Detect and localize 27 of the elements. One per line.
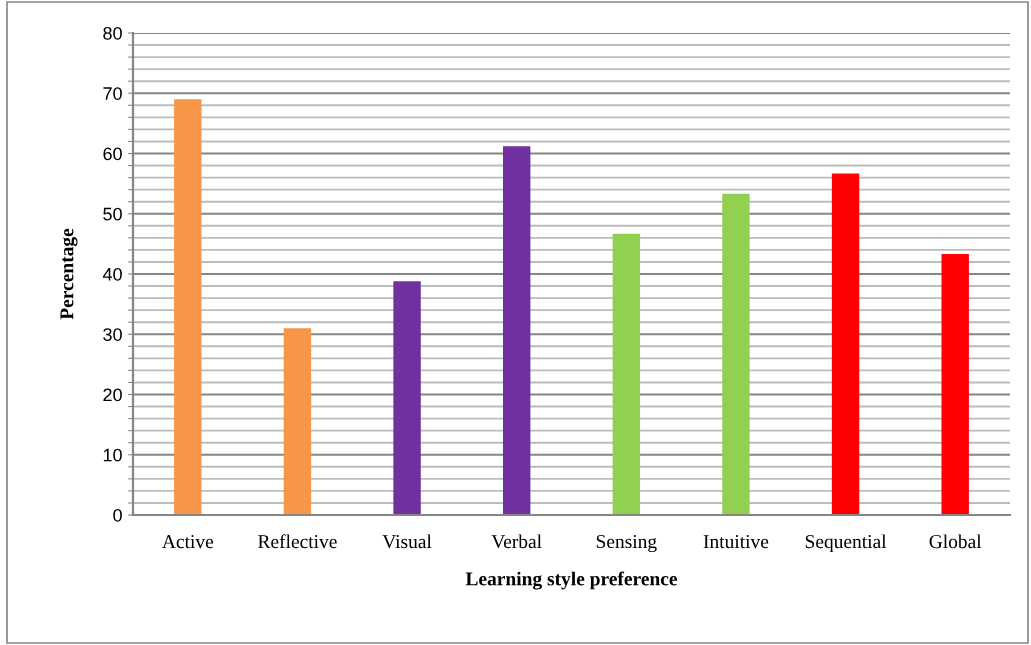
bar <box>722 193 750 515</box>
bar <box>283 328 312 515</box>
bar <box>174 99 202 515</box>
y-tick-label: 70 <box>103 87 122 100</box>
x-tick-label: Sensing <box>596 535 657 553</box>
x-tick-label: Verbal <box>491 534 542 549</box>
x-tick-label: Reflective <box>258 534 337 549</box>
x-tick-label: Active <box>162 535 214 549</box>
y-axis-title: Percentage <box>60 228 78 320</box>
y-tick-label: 20 <box>103 388 122 402</box>
bar <box>502 146 531 515</box>
y-tick-label: 30 <box>103 328 122 341</box>
y-tick-label: 0 <box>113 508 122 522</box>
x-axis-title: Learning style preference <box>465 571 678 590</box>
x-tick-label: Sequential <box>805 534 887 553</box>
y-tick-label: 60 <box>103 147 122 161</box>
x-tick-label: Visual <box>382 534 432 549</box>
x-tick-label: Global <box>929 534 982 549</box>
y-tick-label: 10 <box>103 448 122 462</box>
bar <box>393 281 421 515</box>
bar <box>831 173 860 515</box>
y-tick-label: 40 <box>102 267 122 281</box>
bar <box>941 254 969 515</box>
y-tick-label: 50 <box>103 207 122 221</box>
x-tick-label: Intuitive <box>703 535 769 549</box>
y-tick-label: 80 <box>103 26 122 40</box>
bar <box>612 233 641 515</box>
